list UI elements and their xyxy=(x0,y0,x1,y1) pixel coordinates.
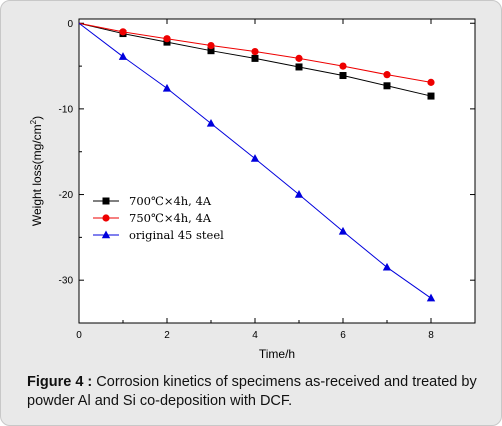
y-tick-label: 0 xyxy=(67,19,73,30)
legend-marker-triangle xyxy=(101,230,111,239)
figure-caption: Figure 4 : Corrosion kinetics of specime… xyxy=(27,373,477,411)
data-point-circle xyxy=(119,28,127,36)
data-point-square xyxy=(383,82,391,90)
x-axis-title: Time/h xyxy=(259,347,295,361)
data-point-triangle xyxy=(250,154,260,162)
y-tick-label: -30 xyxy=(59,276,74,287)
x-tick-label: 8 xyxy=(428,330,434,341)
x-tick-label: 4 xyxy=(252,330,258,341)
data-point-triangle xyxy=(294,190,304,198)
data-point-circle xyxy=(427,78,435,86)
data-point-square xyxy=(427,92,435,100)
data-point-triangle xyxy=(382,262,392,271)
data-point-square xyxy=(251,54,259,62)
data-point-triangle xyxy=(118,52,128,60)
legend-label: original 45 steel xyxy=(129,228,224,242)
plot-area xyxy=(78,18,476,324)
y-tick-label: -10 xyxy=(59,104,74,115)
x-tick-label: 0 xyxy=(76,330,82,341)
legend-marker-square xyxy=(102,197,110,205)
data-point-circle xyxy=(295,54,303,62)
data-point-circle xyxy=(383,71,391,79)
data-point-circle xyxy=(163,35,171,43)
legend-label: 750℃×4h, 4A xyxy=(129,211,212,225)
data-point-triangle xyxy=(338,226,348,235)
legend: 700℃×4h, 4A 750℃×4h, 4A original 45 steel xyxy=(93,194,224,242)
data-point-circle xyxy=(207,41,215,50)
chart: 0 2 4 6 8 0 -10 -20 -30 700℃×4h, 4A 750℃×4h, 4A or… xyxy=(29,18,476,361)
data-point-triangle xyxy=(162,83,172,92)
data-point-triangle xyxy=(426,293,436,302)
data-point-square xyxy=(295,63,303,71)
caption-label: Figure 4 : xyxy=(27,374,93,390)
y-axis-title: Weight loss(mg/cm2) xyxy=(29,116,44,226)
x-tick-label: 6 xyxy=(340,330,346,341)
data-point-square xyxy=(207,47,215,55)
x-tick-label: 2 xyxy=(164,330,170,341)
data-point-circle xyxy=(251,47,259,56)
legend-marker-circle xyxy=(102,214,110,222)
legend-label: 700℃×4h, 4A xyxy=(129,194,212,208)
caption-text: Corrosion kinetics of specimens as-recei… xyxy=(27,374,477,409)
data-point-square xyxy=(339,72,347,80)
data-point-circle xyxy=(339,62,347,70)
data-point-triangle xyxy=(206,118,216,127)
y-tick-label: -20 xyxy=(59,190,74,201)
